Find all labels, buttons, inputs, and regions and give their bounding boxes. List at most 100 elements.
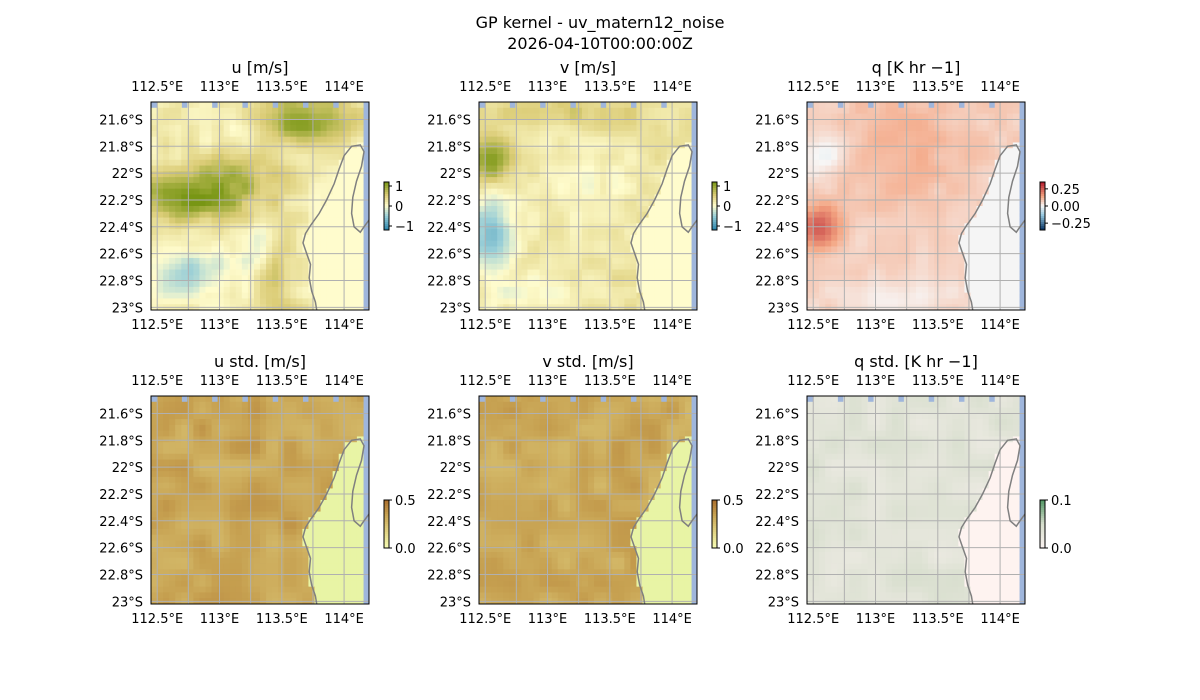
heatmap-cell [302, 171, 310, 178]
heatmap-cell [175, 217, 182, 224]
heatmap-cell [557, 194, 565, 201]
heatmap-cell [952, 286, 959, 294]
heatmap-cell [1006, 182, 1014, 190]
heatmap-cell [199, 200, 207, 207]
heatmap-cell [235, 476, 243, 484]
heatmap-cell [344, 154, 352, 161]
heatmap-cell [982, 281, 990, 288]
heatmap-cell [539, 269, 547, 276]
heatmap-cell [491, 246, 498, 253]
heatmap-cell [326, 206, 334, 213]
heatmap-cell [479, 258, 486, 265]
heatmap-cell [807, 125, 814, 132]
heatmap-cell [193, 119, 201, 126]
heatmap-cell [672, 142, 680, 149]
heatmap-cell [916, 246, 923, 253]
heatmap-cell [247, 540, 255, 547]
heatmap-cell [521, 286, 529, 294]
heatmap-cell [314, 234, 322, 242]
heatmap-cell [175, 471, 182, 478]
heatmap-cell [223, 471, 231, 478]
heatmap-cell [575, 229, 583, 236]
heatmap-cell [241, 113, 249, 120]
heatmap-cell [284, 194, 291, 201]
heatmap-cell [350, 107, 358, 115]
heatmap-cell [855, 194, 863, 201]
heatmap-cell [600, 211, 607, 219]
heatmap-cell [253, 107, 261, 115]
heatmap-cell [654, 119, 662, 126]
heatmap-cell [678, 269, 686, 276]
heatmap-cell [491, 130, 498, 138]
heatmap-cell [946, 142, 953, 149]
heatmap-cell [187, 217, 194, 224]
heatmap-cell [199, 142, 207, 149]
heatmap-cell [994, 194, 1002, 201]
heatmap-cell [624, 234, 631, 242]
heatmap-cell [223, 229, 231, 236]
heatmap-cell [678, 130, 686, 138]
heatmap-cell [557, 148, 565, 155]
heatmap-cell [684, 298, 692, 305]
heatmap-cell [588, 229, 595, 236]
heatmap-cell [247, 500, 255, 507]
heatmap-cell [843, 211, 850, 219]
heatmap-cell [654, 252, 662, 259]
heatmap-cell [557, 234, 565, 242]
heatmap-cell [235, 142, 243, 149]
heatmap-cell [314, 419, 322, 426]
heatmap-cell [326, 130, 334, 138]
heatmap-cell [326, 258, 334, 265]
heatmap-cell [320, 136, 328, 144]
heatmap-cell [260, 557, 267, 565]
heatmap-cell [873, 165, 881, 172]
heatmap-cell [211, 136, 219, 144]
heatmap-cell [320, 107, 328, 115]
heatmap-cell [308, 528, 316, 536]
heatmap-cell [672, 286, 680, 294]
heatmap-cell [157, 119, 164, 126]
heatmap-cell [205, 125, 213, 132]
heatmap-cell [515, 182, 522, 190]
heatmap-cell [193, 159, 201, 167]
heatmap-cell [193, 200, 201, 207]
heatmap-cell [272, 424, 279, 432]
heatmap-cell [994, 200, 1002, 207]
heatmap-cell [855, 246, 863, 253]
heatmap-cell [849, 119, 857, 126]
heatmap-cell [497, 240, 504, 248]
heatmap-cell [223, 430, 231, 438]
heatmap-cell [260, 459, 267, 466]
heatmap-cell [241, 528, 249, 536]
heatmap-cell [958, 148, 966, 155]
heatmap-cell [684, 246, 692, 253]
heatmap-cell [193, 459, 201, 466]
heatmap-cell [837, 165, 844, 172]
heatmap-cell [338, 263, 346, 271]
heatmap-cell [223, 453, 231, 461]
heatmap-cell [157, 102, 164, 109]
heatmap-cell [169, 200, 176, 207]
heatmap-cell [199, 246, 207, 253]
heatmap-cell [260, 107, 267, 115]
heatmap-cell [867, 182, 875, 190]
heatmap-cell [272, 286, 279, 294]
heatmap-cell [825, 125, 832, 132]
heatmap-cell [350, 298, 358, 305]
heatmap-cell [843, 194, 850, 201]
heatmap-cell [539, 154, 547, 161]
heatmap-cell [879, 119, 887, 126]
heatmap-cell [272, 523, 279, 530]
heatmap-cell [290, 188, 297, 196]
heatmap-cell [217, 482, 225, 490]
heatmap-cell [994, 148, 1002, 155]
heatmap-cell [660, 281, 668, 288]
heatmap-cell [266, 430, 273, 438]
heatmap-cell [187, 258, 194, 265]
heatmap-cell [539, 165, 547, 172]
heatmap-cell [314, 269, 322, 276]
heatmap-cell [491, 275, 498, 282]
heatmap-cell [642, 252, 650, 259]
heatmap-cell [964, 252, 972, 259]
heatmap-cell [163, 500, 170, 507]
